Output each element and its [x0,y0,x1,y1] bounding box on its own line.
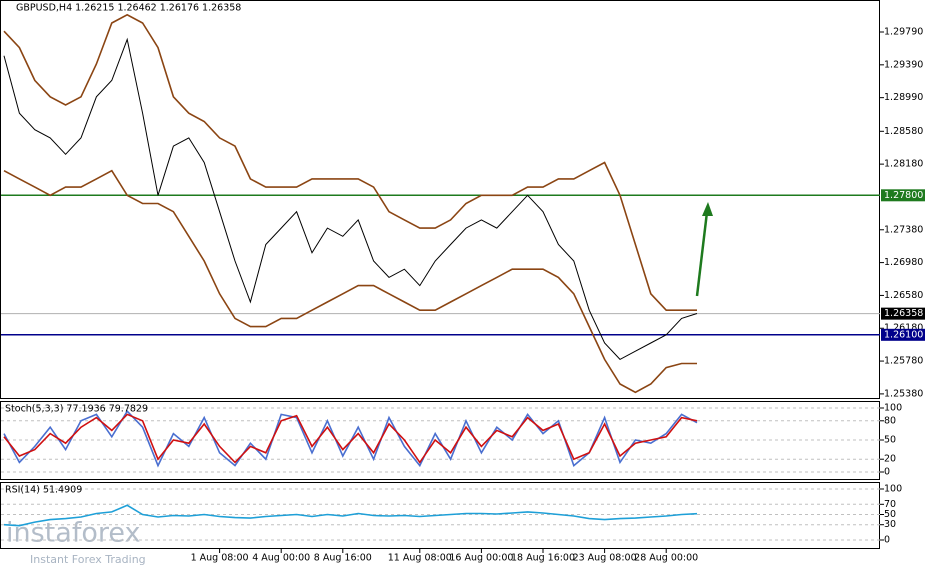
last-price-label: 1.26358 [884,308,923,319]
panel-title: RSI(14) 51.4909 [5,485,82,496]
price-tag [881,307,925,320]
price-panel [0,0,880,399]
watermark-tagline: Instant Forex Trading [30,553,146,566]
level-label: 1.27800 [884,190,923,201]
y-tick-label: 1.28180 [884,159,923,170]
level-tag [881,189,925,202]
x-tick-label: 8 Aug 16:00 [314,553,372,564]
y-tick-label: 70 [884,499,896,510]
y-tick-label: 0 [884,467,890,478]
y-tick-label: 0 [884,535,890,546]
y-tick-label: 1.28990 [884,92,923,103]
y-tick-label: 1.26180 [884,323,923,334]
y-tick-label: 50 [884,509,896,520]
y-tick-label: 1.26980 [884,257,923,268]
y-tick-label: 50 [884,435,896,446]
x-tick-label: 4 Aug 00:00 [252,553,310,564]
rsi-panel [0,482,880,549]
y-tick-label: 1.29790 [884,27,923,38]
y-tick-label: 1.27380 [884,224,923,235]
series-line [3,413,698,464]
y-tick-label: 20 [884,454,896,465]
panel-title: Stoch(5,3,3) 77.1936 79.7829 [5,404,148,415]
y-tick-label: 80 [884,415,896,426]
y-tick-label: 1.28580 [884,126,923,137]
y-tick-label: 1.26580 [884,290,923,301]
x-tick-label: 11 Aug 08:00 [388,553,452,564]
x-tick-label: 23 Aug 08:00 [573,553,637,564]
watermark-brand: instaforex [6,518,140,549]
series-line [3,13,697,311]
panel-title: GBPUSD,H4 1.26215 1.26462 1.26176 1.2635… [16,3,241,14]
y-tick-label: 1.29390 [884,59,923,70]
x-tick-label: 18 Aug 16:00 [511,553,575,564]
y-tick-label: 100 [884,403,902,414]
arrow-head [702,202,713,216]
x-tick-label: 28 Aug 00:00 [634,553,698,564]
level-tag [881,328,925,341]
forecast-arrow [695,211,709,297]
series-line [3,504,698,527]
y-tick-label: 30 [884,519,896,530]
series-line [3,37,698,361]
series-line [3,169,697,394]
x-tick-label: 1 Aug 08:00 [191,553,249,564]
x-tick-label: 16 Aug 00:00 [449,553,513,564]
y-tick-label: 100 [884,484,902,495]
y-tick-label: 1.25780 [884,356,923,367]
y-tick-label: 1.25380 [884,388,923,399]
level-label: 1.26100 [884,329,923,340]
